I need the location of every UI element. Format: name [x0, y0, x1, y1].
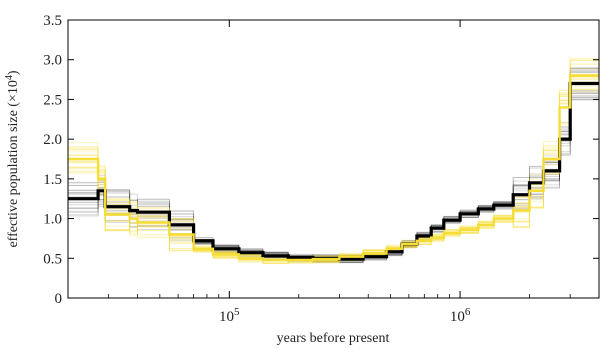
- bootstrap-line: [68, 68, 600, 263]
- bootstrap-line: [68, 70, 600, 263]
- bootstrap-line: [68, 70, 600, 261]
- bootstrap-line: [68, 72, 600, 262]
- y-axis: 0 0.5 1.0 1.5 2.0 2.5 3.0 3.5: [43, 13, 599, 307]
- bootstrap-line: [68, 75, 600, 260]
- bootstrap-line: [68, 74, 600, 264]
- bootstrap-line: [68, 83, 600, 261]
- bootstrap-line: [68, 78, 600, 262]
- bootstrap-line: [68, 60, 600, 264]
- y-axis-label-close: ): [6, 70, 21, 75]
- bootstrap-line: [68, 86, 600, 262]
- y-axis-label: effective population size (×104): [4, 70, 21, 247]
- bootstrap-line: [68, 60, 600, 264]
- main-line-yellow: [68, 74, 599, 262]
- y-tick-label: 3.0: [43, 53, 62, 69]
- main-line-black: [68, 81, 599, 261]
- bootstrap-line: [68, 68, 600, 262]
- y-tick-label: 1.0: [43, 212, 62, 228]
- bootstrap-line: [68, 68, 600, 262]
- bootstrap-line: [68, 71, 600, 263]
- bootstrap-line: [68, 61, 600, 264]
- y-axis-label-main: effective population size (×10: [6, 80, 21, 247]
- y-tick-label: 0: [55, 291, 63, 307]
- x-tick-label: 105: [219, 306, 240, 325]
- x-tick-base: 10: [219, 309, 234, 325]
- x-axis-label: years before present: [277, 331, 390, 346]
- bootstrap-line: [68, 68, 600, 263]
- bootstrap-line: [68, 90, 600, 263]
- y-tick-label: 1.5: [43, 172, 62, 188]
- bootstrap-line: [68, 67, 600, 263]
- bootstrap-line: [68, 69, 600, 262]
- y-tick-label: 0.5: [43, 251, 62, 267]
- bootstrap-line: [68, 60, 600, 264]
- x-tick-base: 10: [450, 309, 465, 325]
- bootstrap-line: [68, 94, 600, 258]
- x-tick-label: 106: [450, 306, 471, 325]
- bootstrap-line: [68, 69, 600, 262]
- y-tick-label: 2.0: [43, 132, 62, 148]
- bootstrap-line: [68, 81, 600, 261]
- bootstrap-line: [68, 68, 600, 263]
- plot-frame: [67, 19, 600, 299]
- series-layer: [68, 58, 600, 264]
- bootstrap-line: [68, 60, 600, 264]
- bootstrap-line: [68, 73, 600, 262]
- y-tick-label: 3.5: [43, 13, 62, 29]
- bootstrap-line: [68, 58, 600, 259]
- y-axis-label-exponent: 4: [4, 75, 15, 80]
- bootstrap-line: [68, 68, 600, 262]
- x-tick-exponent: 5: [234, 306, 240, 318]
- bootstrap-line: [68, 67, 600, 263]
- x-axis: 105 106: [67, 20, 600, 325]
- bootstrap-line: [68, 78, 600, 264]
- bootstrap-line: [68, 90, 600, 262]
- y-tick-label: 2.5: [43, 92, 62, 108]
- bootstrap-line: [68, 63, 600, 262]
- bootstrap-line: [68, 87, 600, 260]
- bootstrap-line: [68, 67, 600, 263]
- bootstrap-line: [68, 75, 600, 262]
- x-tick-exponent: 6: [465, 306, 471, 318]
